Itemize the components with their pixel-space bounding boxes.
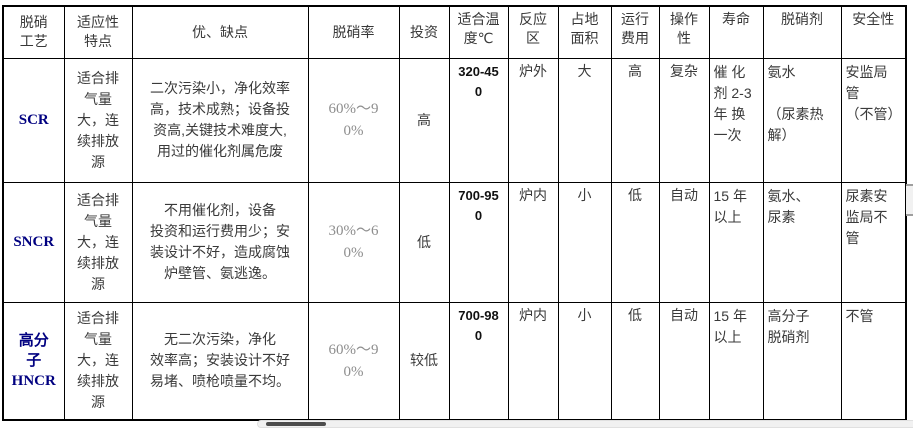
- denitrification-comparison-table: 脱硝 工艺 适应性 特点 优、缺点 脱硝率 投资 适合温 度℃ 反应 区 占地 …: [2, 5, 907, 421]
- column-header-investment: 投资: [398, 5, 450, 59]
- cell-operating-cost: 低: [610, 301, 660, 421]
- header-row: 脱硝 工艺 适应性 特点 优、缺点 脱硝率 投资 适合温 度℃ 反应 区 占地 …: [2, 5, 907, 59]
- table-row-hncr: 高分 子 HNCR 适合排 气量 大，连 续排放 源 无二次污染，净化 效率高；…: [2, 301, 907, 421]
- cell-rate: 30%～6 0%: [307, 181, 400, 303]
- cell-operability: 自动: [658, 181, 710, 303]
- cell-pros-cons: 不用催化剂，设备 投资和运行费用少；安 装设计不好，造成腐蚀 炉壁管、氨逃逸。: [131, 181, 309, 303]
- cell-investment: 高: [398, 57, 450, 183]
- cell-footprint: 小: [557, 181, 612, 303]
- column-header-process: 脱硝 工艺: [2, 5, 65, 59]
- cell-safety: 安监局 管 （不管）: [840, 57, 907, 183]
- cell-safety: 不管: [840, 301, 907, 421]
- cell-reaction-zone: 炉外: [507, 57, 559, 183]
- cell-reaction-zone: 炉内: [507, 301, 559, 421]
- horizontal-scrollbar-track[interactable]: [257, 420, 913, 428]
- column-header-agent: 脱硝剂: [762, 5, 842, 59]
- cell-safety: 尿素安 监局不 管: [840, 181, 907, 303]
- horizontal-scrollbar-thumb[interactable]: [266, 422, 326, 426]
- column-header-operability: 操作 性: [658, 5, 710, 59]
- cell-lifespan: 催 化 剂 2-3 年 换 一次: [708, 57, 764, 183]
- table-row-scr: SCR 适合排 气量 大，连 续排放 源 二次污染小，净化效率 高，技术成熟；设…: [2, 57, 907, 183]
- table-row-sncr: SNCR 适合排 气量 大，连 续排放 源 不用催化剂，设备 投资和运行费用少；…: [2, 181, 907, 303]
- cell-footprint: 小: [557, 301, 612, 421]
- vertical-scrollbar-thumb[interactable]: [906, 184, 913, 216]
- column-header-safety: 安全性: [840, 5, 907, 59]
- cell-adaptability: 适合排 气量 大，连 续排放 源: [63, 57, 133, 183]
- cell-operating-cost: 高: [610, 57, 660, 183]
- cell-adaptability: 适合排 气量 大，连 续排放 源: [63, 181, 133, 303]
- column-header-pros-cons: 优、缺点: [131, 5, 309, 59]
- cell-agent: 氨水、 尿素: [762, 181, 842, 303]
- cell-investment: 低: [398, 181, 450, 303]
- cell-process: 高分 子 HNCR: [2, 301, 65, 421]
- cell-operability: 复杂: [658, 57, 710, 183]
- cell-reaction-zone: 炉内: [507, 181, 559, 303]
- column-header-temperature: 适合温 度℃: [448, 5, 509, 59]
- cell-adaptability: 适合排 气量 大，连 续排放 源: [63, 301, 133, 421]
- cell-lifespan: 15 年 以上: [708, 301, 764, 421]
- column-header-reaction-zone: 反应 区: [507, 5, 559, 59]
- cell-process: SCR: [2, 57, 65, 183]
- cell-temperature: 700-95 0: [448, 181, 509, 303]
- column-header-adaptability: 适应性 特点: [63, 5, 133, 59]
- cell-temperature: 700-98 0: [448, 301, 509, 421]
- cell-operating-cost: 低: [610, 181, 660, 303]
- column-header-rate: 脱硝率: [307, 5, 400, 59]
- cell-pros-cons: 无二次污染，净化 效率高；安装设计不好 易堵、喷枪喷量不均。: [131, 301, 309, 421]
- cell-lifespan: 15 年 以上: [708, 181, 764, 303]
- cell-investment: 较低: [398, 301, 450, 421]
- cell-pros-cons: 二次污染小，净化效率 高，技术成熟；设备投 资高,关键技术难度大, 用过的催化剂…: [131, 57, 309, 183]
- cell-footprint: 大: [557, 57, 612, 183]
- column-header-footprint: 占地 面积: [557, 5, 612, 59]
- cell-process: SNCR: [2, 181, 65, 303]
- cell-temperature: 320-45 0: [448, 57, 509, 183]
- cell-rate: 60%～9 0%: [307, 57, 400, 183]
- cell-agent: 高分子 脱硝剂: [762, 301, 842, 421]
- column-header-operating-cost: 运行 费用: [610, 5, 660, 59]
- cell-rate: 60%～9 0%: [307, 301, 400, 421]
- cell-operability: 自动: [658, 301, 710, 421]
- cell-agent: 氨水 （尿素热 解）: [762, 57, 842, 183]
- column-header-lifespan: 寿命: [708, 5, 764, 59]
